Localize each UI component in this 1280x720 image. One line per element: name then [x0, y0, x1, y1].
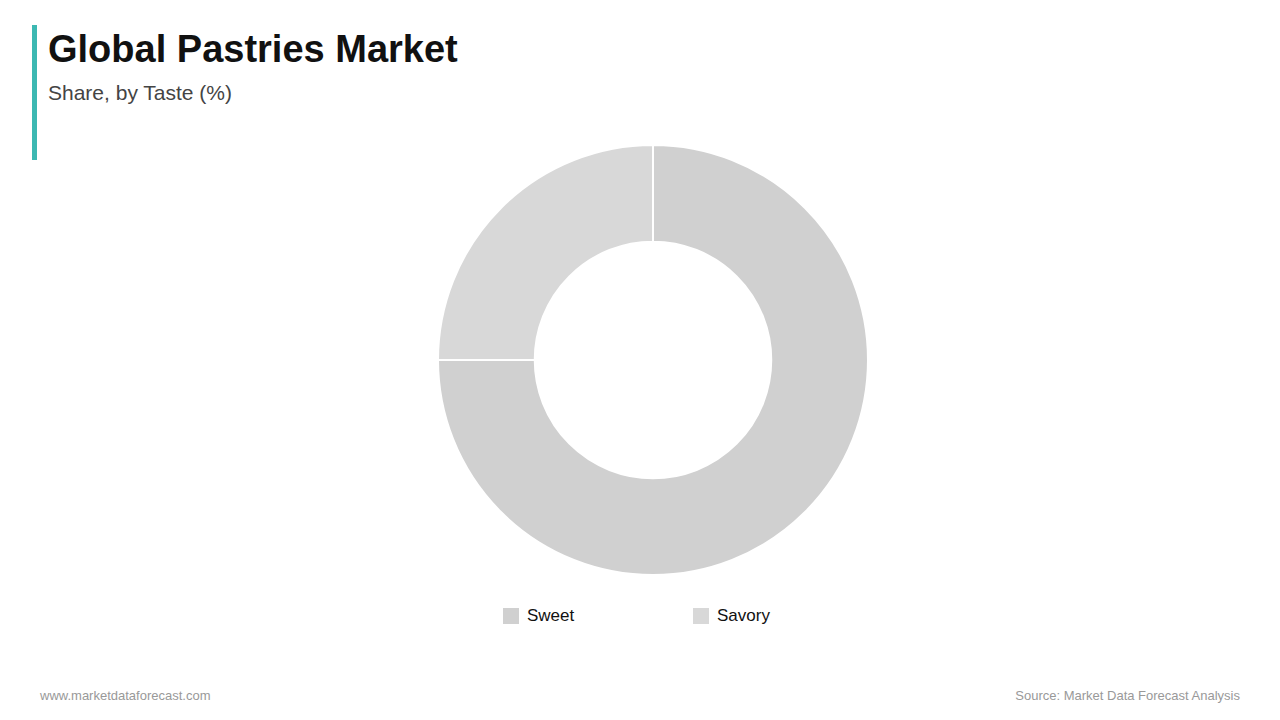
legend-label: Sweet: [527, 606, 575, 625]
legend-swatch: [503, 608, 519, 624]
footer: Source: Market Data Forecast Analysis: [1015, 688, 1240, 703]
donut: [438, 145, 868, 575]
legend: Sweet Savory: [503, 606, 770, 625]
legend-item: Savory: [693, 606, 770, 625]
chart: Global Pastries Market Share, by Taste (%…: [0, 0, 1280, 720]
legend-swatch: [693, 608, 709, 624]
accent-bar: [32, 25, 37, 160]
background: [0, 0, 1280, 720]
subtitle: Share, by Taste (%): [48, 81, 232, 104]
legend-item: Sweet: [503, 606, 575, 625]
legend-label: Savory: [717, 606, 770, 625]
title: Global Pastries Market: [48, 28, 458, 70]
slice: [438, 145, 868, 575]
footer: www.marketdataforecast.com: [39, 688, 211, 703]
slice: [438, 145, 653, 360]
